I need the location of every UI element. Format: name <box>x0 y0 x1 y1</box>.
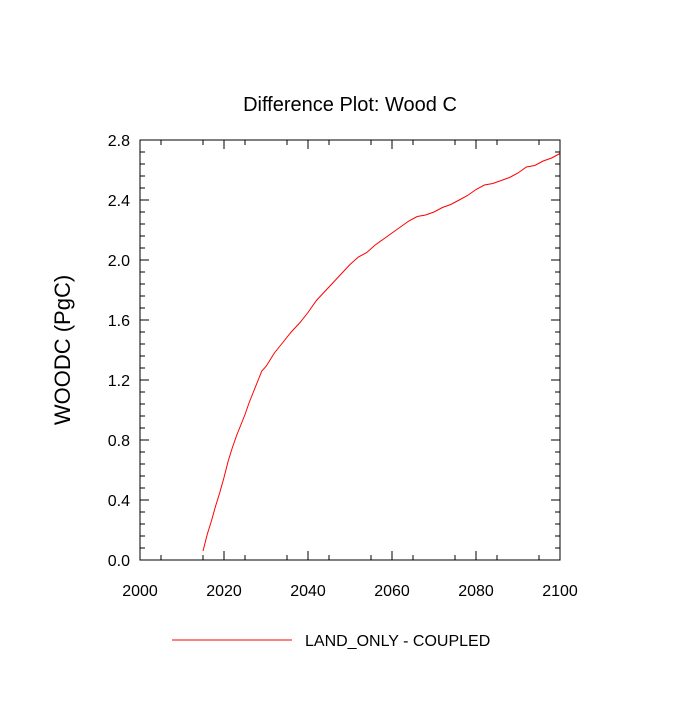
x-tick-label: 2020 <box>206 583 242 600</box>
y-tick-label: 1.2 <box>108 373 130 390</box>
x-tick-label: 2060 <box>374 583 410 600</box>
y-tick-label: 2.4 <box>108 193 130 210</box>
x-tick-label: 2100 <box>542 583 578 600</box>
series-layer <box>202 153 561 552</box>
y-axis-label: WOODC (PgC) <box>50 275 75 425</box>
series-line <box>202 153 561 552</box>
y-tick-label: 0.0 <box>108 553 130 570</box>
ticks-layer: 2000 2020 2040 2060 2080 2100 0.0 0.4 0.8 1.2 1.6 2… <box>108 133 578 600</box>
x-tick-label: 2040 <box>290 583 326 600</box>
legend-label: LAND_ONLY - COUPLED <box>305 633 490 650</box>
plot-frame <box>139 139 561 561</box>
y-tick-label: 2.0 <box>108 253 130 270</box>
y-tick-label: 1.6 <box>108 313 130 330</box>
x-tick-label: 2080 <box>458 583 494 600</box>
y-tick-label: 0.4 <box>108 493 130 510</box>
legend: LAND_ONLY - COUPLED <box>172 633 490 650</box>
y-tick-label: 0.8 <box>108 433 130 450</box>
chart-title: Difference Plot: Wood C <box>243 94 457 116</box>
x-tick-label: 2000 <box>122 583 158 600</box>
y-tick-label: 2.8 <box>108 133 130 150</box>
